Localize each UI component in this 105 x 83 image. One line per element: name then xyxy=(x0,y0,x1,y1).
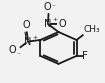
Text: O: O xyxy=(22,20,30,30)
Text: O: O xyxy=(9,45,16,55)
Text: O: O xyxy=(58,19,66,29)
Text: N: N xyxy=(44,19,52,29)
Text: ⁻: ⁻ xyxy=(16,52,20,58)
Text: +: + xyxy=(52,17,57,22)
Text: ⁻: ⁻ xyxy=(52,4,55,10)
Text: F: F xyxy=(82,51,88,61)
Text: N: N xyxy=(24,37,32,47)
Text: CH₃: CH₃ xyxy=(84,25,100,34)
Text: O: O xyxy=(44,2,51,12)
Text: +: + xyxy=(32,35,37,40)
